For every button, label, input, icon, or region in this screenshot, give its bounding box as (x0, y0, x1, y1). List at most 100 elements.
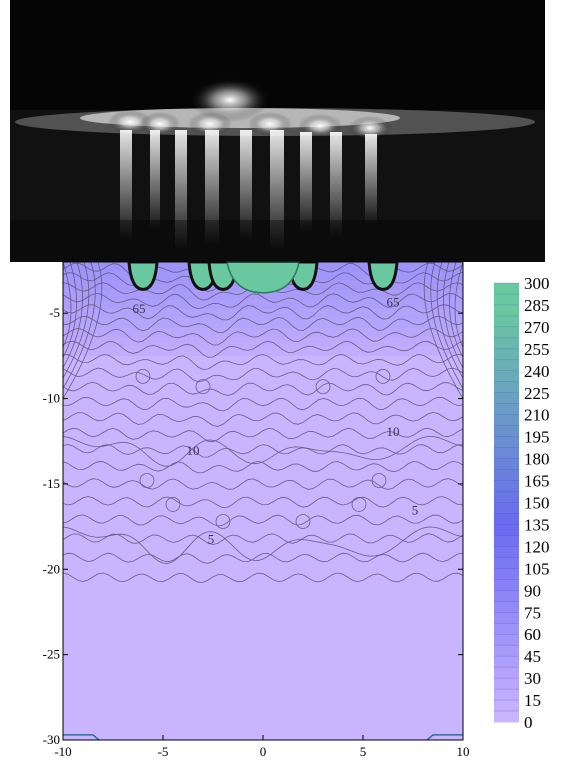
colorbar-tick-label: 180 (524, 450, 550, 469)
field-band (63, 318, 463, 328)
colorbar-tick-label: 255 (524, 340, 550, 359)
colorbar-segment (494, 359, 519, 372)
corner-contour-right (426, 734, 463, 741)
contour-line-deep (62, 435, 464, 467)
contour-label: 5 (412, 503, 419, 518)
colorbar-tick-label: 75 (524, 603, 541, 622)
colorbar-tick-label: 270 (524, 318, 550, 337)
colorbar-segment (494, 436, 519, 449)
colorbar-tick-label: 285 (524, 296, 550, 315)
edge-contour (62, 261, 90, 379)
contour-line-deep (62, 526, 464, 564)
plot-background (63, 262, 463, 740)
colorbar-segment (494, 392, 519, 405)
colorbar-tick-label: 30 (524, 669, 541, 688)
y-tick-label: -25 (43, 647, 60, 662)
edge-contour (62, 261, 77, 358)
y-tick-label: -20 (43, 561, 60, 576)
y-tick-label: -30 (43, 732, 60, 747)
y-tick-label: -15 (43, 476, 60, 491)
edge-contour (430, 261, 464, 389)
contour-label: 10 (187, 443, 200, 458)
x-tick-label: 5 (360, 744, 367, 759)
colorbar-segment (494, 326, 519, 339)
x-tick-label: 0 (260, 744, 267, 759)
colorbar-tick-label: 135 (524, 515, 550, 534)
x-tick-label: 10 (457, 744, 470, 759)
colorbar-tick-label: 60 (524, 625, 541, 644)
center-lobe (226, 261, 300, 294)
colorbar-segment (494, 403, 519, 416)
colorbar-segment (494, 700, 519, 712)
contour-line (62, 292, 464, 310)
colorbar-tick-label: 120 (524, 537, 550, 556)
field-band (63, 346, 463, 356)
contour-line (62, 533, 464, 546)
colorbar-segment (494, 634, 519, 646)
colorbar-tick-label: 45 (524, 647, 541, 666)
contour-loop (195, 379, 211, 395)
high-field-lobes (127, 260, 399, 294)
contour-line (62, 572, 464, 583)
colorbar-segment (494, 337, 519, 350)
colorbar-segment (494, 612, 519, 624)
contour-loop (215, 514, 231, 529)
edge-contour (62, 261, 96, 389)
axes: -10 -5 0 5 10 -30 -25 -20 -15 -10 -5 (43, 261, 470, 759)
colorbar-segment (494, 370, 519, 383)
contour-line (62, 381, 464, 396)
y-tick-label: -10 (43, 391, 60, 406)
colorbar-tick-label: 150 (524, 494, 550, 513)
contour-line (62, 304, 464, 321)
colorbar-segment (494, 414, 519, 427)
contour-line (62, 411, 464, 427)
colorbar-segment (494, 283, 519, 295)
edge-contour (62, 261, 83, 369)
contour-line (62, 315, 464, 334)
colorbar-tick-label: 195 (524, 428, 550, 447)
colorbar-segment (494, 535, 519, 547)
colorbar-segment (494, 678, 519, 690)
colorbar-segment (494, 590, 519, 602)
colorbar-tick-label: 15 (524, 691, 541, 710)
colorbar-segment (494, 381, 519, 394)
contour-line (62, 496, 464, 509)
colorbar-tick-label: 210 (524, 406, 550, 425)
contour-line (62, 340, 464, 358)
contour-line (62, 327, 464, 346)
x-tick-label: -5 (158, 744, 169, 759)
colorbar-segment (494, 689, 519, 701)
contour-loop (139, 473, 155, 488)
contour-loop (135, 368, 151, 384)
contour-line (62, 514, 464, 527)
contour-line (62, 552, 464, 564)
colorbar-segment (494, 293, 519, 306)
colorbar-segment (494, 524, 519, 536)
colorbar-segment (494, 557, 519, 569)
field-band (63, 337, 463, 347)
contour-loop (375, 368, 391, 384)
colorbar-segment (494, 601, 519, 613)
plot-area: 65 65 10 10 5 5 (62, 260, 464, 741)
colorbar-segment (494, 348, 519, 361)
night-photo (10, 0, 545, 262)
edge-contour (449, 261, 464, 358)
colorbar-segment (494, 425, 519, 438)
contour-label: 10 (387, 424, 400, 439)
contour-loop (371, 473, 387, 488)
contour-line (62, 478, 464, 490)
contour-line (62, 396, 464, 412)
colorbar-segment (494, 579, 519, 591)
contour-line (62, 367, 464, 383)
field-band (63, 290, 463, 300)
corner-contour-left (63, 734, 100, 741)
colorbar: 3002852702552402252101951801651501351201… (494, 274, 550, 732)
source-lobe (127, 260, 159, 291)
colorbar-tick-label: 225 (524, 384, 550, 403)
colorbar-tick-label: 240 (524, 362, 550, 381)
edge-contour (62, 261, 72, 348)
field-band (63, 299, 463, 309)
colorbar-tick-label: 105 (524, 559, 550, 578)
edge-contour (62, 261, 103, 399)
